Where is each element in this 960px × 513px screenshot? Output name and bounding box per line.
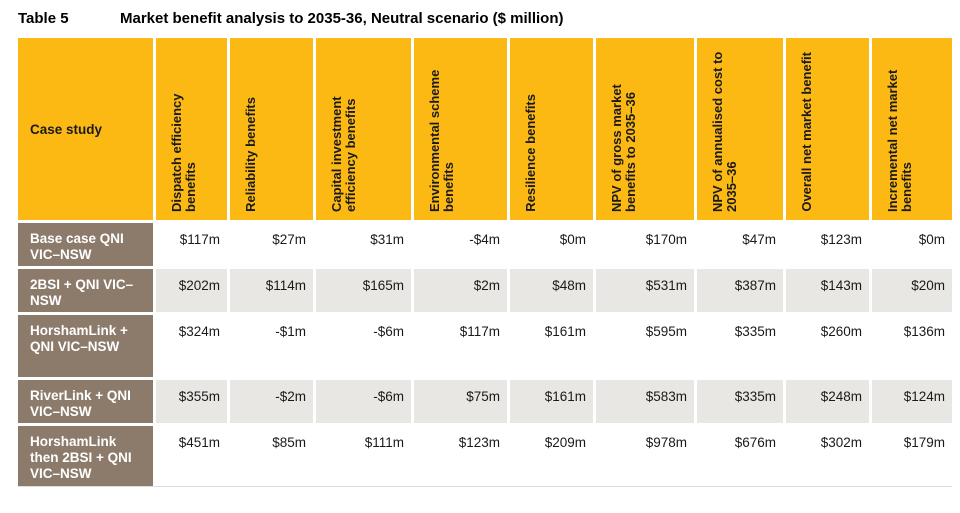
data-cell: $47m — [697, 223, 783, 266]
data-cell: $117m — [156, 223, 227, 266]
row-header: 2BSI + QNI VIC–NSW — [18, 269, 153, 312]
data-cell: $123m — [786, 223, 869, 266]
data-cell: $161m — [510, 315, 593, 377]
data-cell: $27m — [230, 223, 313, 266]
row-header: Base case QNI VIC–NSW — [18, 223, 153, 266]
data-cell: $387m — [697, 269, 783, 312]
header-cell: NPV of annualised cost to 2035–36 — [697, 38, 783, 220]
header-cell: Overall net market benefit — [786, 38, 869, 220]
data-cell: $124m — [872, 380, 952, 423]
data-cell: $248m — [786, 380, 869, 423]
header-text: NPV of annualised cost to 2035–36 — [710, 51, 739, 212]
data-cell: $85m — [230, 426, 313, 486]
data-cell: $209m — [510, 426, 593, 486]
row-header: HorshamLink + QNI VIC–NSW — [18, 315, 153, 377]
data-cell: -$6m — [316, 315, 411, 377]
data-cell: $302m — [786, 426, 869, 486]
data-cell: $170m — [596, 223, 694, 266]
header-text: NPV of gross market benefits to 2035–36 — [609, 84, 638, 212]
header-text: Capital investment efficiency benefits — [329, 96, 358, 212]
header-cell: NPV of gross market benefits to 2035–36 — [596, 38, 694, 220]
data-cell: $0m — [872, 223, 952, 266]
header-text: Reliability benefits — [243, 97, 258, 212]
data-cell: $114m — [230, 269, 313, 312]
header-text: Dispatch efficiency benefits — [169, 93, 198, 213]
data-cell: $136m — [872, 315, 952, 377]
data-cell: $451m — [156, 426, 227, 486]
data-cell: $324m — [156, 315, 227, 377]
header-cell: Case study — [18, 38, 153, 220]
data-cell: $161m — [510, 380, 593, 423]
table-number: Table 5 — [18, 10, 69, 27]
data-cell: $117m — [414, 315, 507, 377]
data-cell: $531m — [596, 269, 694, 312]
title-text: Market benefit analysis to 2035-36, Neut… — [120, 10, 564, 27]
data-cell: $20m — [872, 269, 952, 312]
data-cell: $583m — [596, 380, 694, 423]
data-cell: $179m — [872, 426, 952, 486]
data-cell: $595m — [596, 315, 694, 377]
row-header: HorshamLink then 2BSI + QNI VIC–NSW — [18, 426, 153, 486]
header-cell: Resilience benefits — [510, 38, 593, 220]
data-cell: $676m — [697, 426, 783, 486]
data-cell: -$4m — [414, 223, 507, 266]
data-cell: $75m — [414, 380, 507, 423]
table: Case study Dispatch efficiency benefits Re… — [18, 38, 952, 487]
header-cell: Incremental net market benefits — [872, 38, 952, 220]
header-text: Overall net market benefit — [799, 52, 814, 212]
data-cell: $48m — [510, 269, 593, 312]
data-cell: $143m — [786, 269, 869, 312]
header-cell: Capital investment efficiency benefits — [316, 38, 411, 220]
data-cell: $335m — [697, 315, 783, 377]
header-text: Environmental scheme benefits — [427, 69, 456, 212]
data-cell: -$6m — [316, 380, 411, 423]
data-cell: $202m — [156, 269, 227, 312]
data-cell: $355m — [156, 380, 227, 423]
data-cell: $2m — [414, 269, 507, 312]
data-cell: $31m — [316, 223, 411, 266]
data-cell: -$2m — [230, 380, 313, 423]
data-cell: $335m — [697, 380, 783, 423]
data-cell: -$1m — [230, 315, 313, 377]
data-cell: $978m — [596, 426, 694, 486]
data-cell: $111m — [316, 426, 411, 486]
header-cell: Reliability benefits — [230, 38, 313, 220]
data-cell: $0m — [510, 223, 593, 266]
data-cell: $165m — [316, 269, 411, 312]
data-cell: $260m — [786, 315, 869, 377]
row-header: RiverLink + QNI VIC–NSW — [18, 380, 153, 423]
header-cell: Dispatch efficiency benefits — [156, 38, 227, 220]
header-text: Resilience benefits — [523, 94, 538, 212]
header-cell: Environmental scheme benefits — [414, 38, 507, 220]
table-title: Table 5 Market benefit analysis to 2035-3… — [18, 10, 564, 27]
header-text: Incremental net market benefits — [885, 69, 914, 212]
data-cell: $123m — [414, 426, 507, 486]
